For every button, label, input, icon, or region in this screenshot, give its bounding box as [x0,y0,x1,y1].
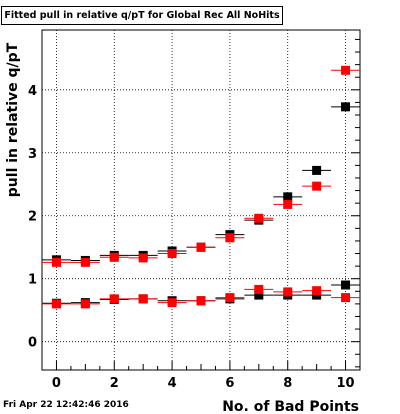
data-point [80,299,90,309]
tick-labels: 0 2 4 6 8 10 0 1 2 3 4 [28,84,355,391]
x-tick-label: 8 [283,376,292,391]
data-point [51,299,61,309]
grid-lines [42,30,360,370]
data-point [225,233,235,243]
x-tick-label: 10 [336,376,354,391]
data-point [138,253,148,263]
plot-frame [41,29,361,371]
data-point [341,102,351,112]
data-point [254,284,264,294]
data-point [283,192,293,202]
data-point [341,65,351,75]
data-point [254,290,264,300]
x-tick-label: 0 [52,376,61,391]
y-tick-label: 4 [28,84,37,99]
data-point [312,165,322,175]
chart-title: Fitted pull in relative q/pT for Global … [1,6,283,25]
data-point [167,249,177,259]
data-point [283,287,293,297]
data-point [225,293,235,303]
x-tick-label: 6 [225,376,234,391]
data-point [109,252,119,262]
data-point [196,242,206,252]
y-tick-label: 0 [28,336,37,351]
data-point [341,280,351,290]
data-point [80,257,90,267]
data-markers [42,65,360,309]
axis-ticks [41,38,361,370]
x-axis-label: No. of Bad Points [222,399,359,414]
data-point [312,181,322,191]
x-tick-label: 4 [168,376,177,391]
y-tick-label: 2 [28,210,37,225]
data-point [196,296,206,306]
data-point [341,293,351,303]
timestamp: Fri Apr 22 12:42:46 2016 [3,400,129,410]
y-axis-label: pull in relative q/pT [5,42,21,197]
data-point [138,294,148,304]
x-tick-label: 2 [110,376,119,391]
y-tick-label: 1 [28,273,37,288]
data-point [109,294,119,304]
y-tick-label: 3 [28,147,37,162]
data-point [312,286,322,296]
data-point [283,199,293,209]
data-point [51,257,61,267]
data-point [167,298,177,308]
data-point [254,213,264,223]
